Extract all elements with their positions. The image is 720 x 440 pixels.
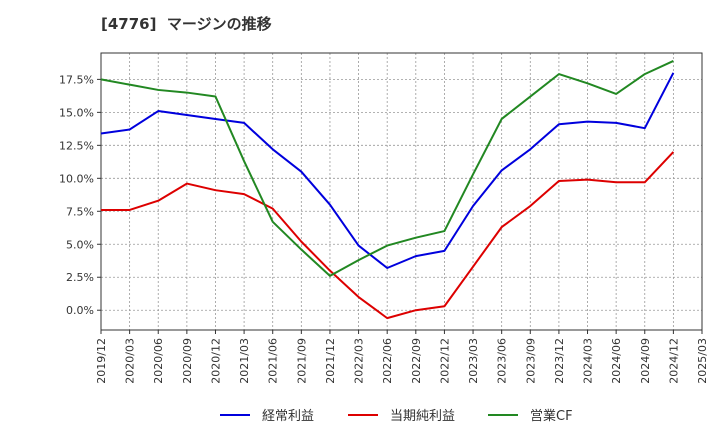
x-tick-label: 2020/06: [152, 338, 165, 384]
x-tick-label: 2020/03: [124, 338, 137, 384]
y-tick-label: 15.0%: [59, 106, 94, 119]
x-tick-label: 2023/06: [496, 338, 509, 384]
chart-title: [4776] マージンの推移: [101, 15, 272, 33]
x-tick-label: 2021/03: [238, 338, 251, 384]
x-tick-label: 2024/03: [582, 338, 595, 384]
plot-frame: [100, 52, 703, 331]
grid-layer: [101, 53, 702, 330]
y-tick-label: 17.5%: [59, 73, 94, 86]
legend: 経常利益 当期純利益 営業CF: [220, 408, 573, 424]
y-tick-label: 2.5%: [66, 271, 94, 284]
y-tick-layer: 0.0% 2.5% 5.0% 7.5% 10.0% 12.5% 15.0% 17.5%: [59, 73, 101, 317]
x-tick-label: 2019/12: [95, 338, 108, 384]
series-line: [100, 72, 675, 270]
x-tick-layer: 2019/12 2020/03 2020/06 2020/09 2020/12 2021/…: [95, 330, 709, 384]
x-tick-label: 2021/09: [295, 338, 308, 384]
y-tick-label: 5.0%: [66, 238, 94, 251]
x-tick-label: 2024/12: [667, 338, 680, 384]
y-tick-label: 12.5%: [59, 139, 94, 152]
x-tick-label: 2022/03: [353, 338, 366, 384]
series-layer: [100, 60, 675, 320]
x-tick-label: 2023/09: [524, 338, 537, 384]
series-line: [100, 60, 674, 277]
y-tick-label: 0.0%: [66, 304, 94, 317]
y-tick-label: 7.5%: [66, 205, 94, 218]
legend-label: 当期純利益: [390, 409, 455, 424]
x-tick-label: 2022/12: [438, 338, 451, 384]
x-tick-label: 2025/03: [696, 338, 709, 384]
x-tick-label: 2022/09: [410, 338, 423, 384]
x-tick-label: 2023/03: [467, 338, 480, 384]
x-tick-label: 2023/12: [553, 338, 566, 384]
x-tick-label: 2021/06: [267, 338, 280, 384]
x-tick-label: 2024/06: [610, 338, 623, 384]
legend-label: 経常利益: [262, 409, 314, 424]
x-tick-label: 2021/12: [324, 338, 337, 384]
y-tick-label: 10.0%: [59, 172, 94, 185]
x-tick-label: 2020/09: [181, 338, 194, 384]
series-line: [101, 151, 675, 320]
x-tick-label: 2022/06: [381, 338, 394, 384]
legend-label: 営業CF: [530, 408, 573, 424]
x-tick-label: 2024/09: [639, 338, 652, 384]
x-tick-label: 2020/12: [209, 338, 222, 384]
